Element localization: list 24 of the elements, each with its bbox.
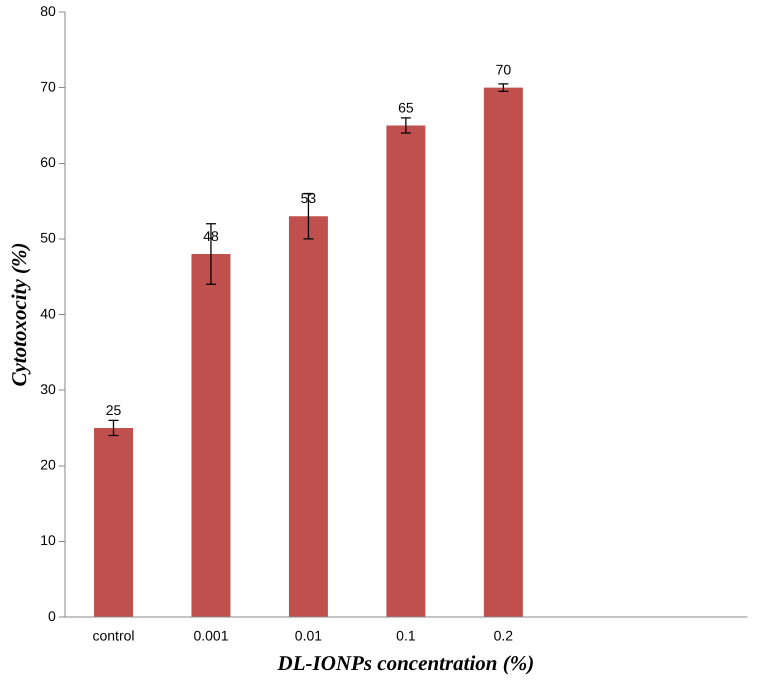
y-tick-label: 50	[40, 230, 56, 246]
y-tick-label: 10	[40, 532, 56, 548]
bar	[288, 216, 328, 616]
x-tick-label: 0.001	[193, 627, 229, 644]
bar	[386, 125, 426, 616]
bar	[484, 88, 523, 616]
x-axis-title: DL-IONPs concentration (%)	[276, 650, 534, 675]
y-tick-label: 70	[40, 78, 56, 94]
y-tick-label: 0	[48, 608, 56, 624]
bar	[94, 428, 133, 616]
x-tick-label: 0.01	[294, 627, 322, 644]
y-tick-label: 80	[40, 2, 56, 19]
y-tick-label: 40	[40, 305, 56, 322]
y-tick-label: 30	[40, 380, 56, 397]
x-tick-label: 0.2	[494, 627, 514, 644]
data-label: 65	[398, 99, 414, 116]
y-axis-title: Cytotoxocity (%)	[7, 242, 32, 387]
y-tick-label: 20	[40, 456, 56, 473]
x-tick-label: 0.1	[396, 627, 416, 644]
data-label: 70	[496, 61, 512, 78]
bar	[191, 254, 230, 616]
y-tick-label: 60	[40, 154, 56, 170]
x-tick-label: control	[92, 627, 135, 644]
data-label: 25	[106, 402, 122, 418]
